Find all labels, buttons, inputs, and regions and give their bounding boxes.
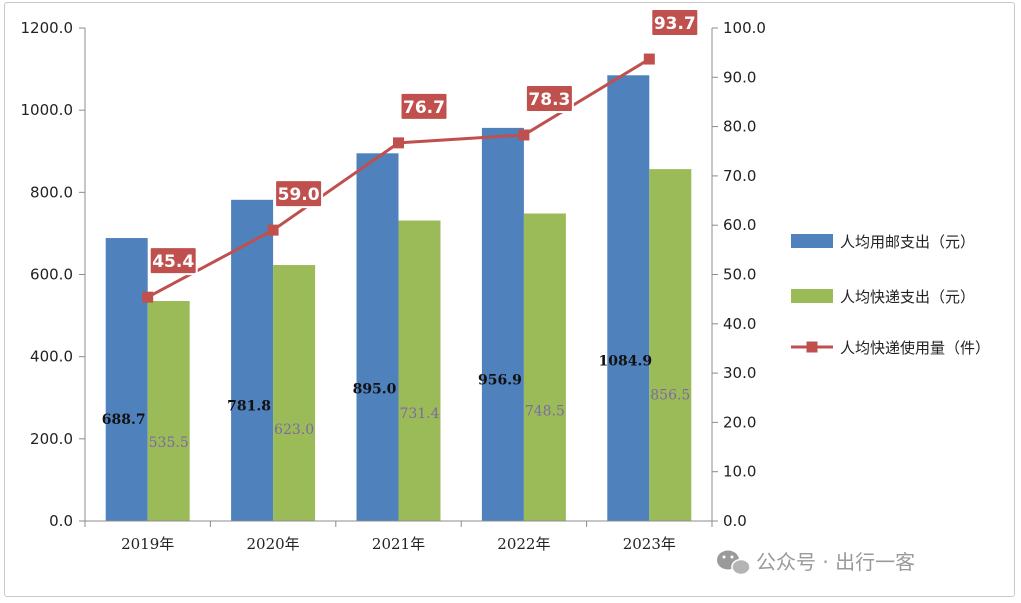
- y-left-tick-label: 200.0: [30, 430, 73, 448]
- y-right-tick-label: 60.0: [723, 216, 756, 234]
- x-tick-label: 2020年: [247, 535, 300, 553]
- bar-value-label: 1084.9: [599, 354, 653, 370]
- y-left-tick-label: 0.0: [49, 512, 73, 530]
- x-tick-label: 2019年: [121, 535, 174, 553]
- line-value-label: 45.4: [152, 252, 194, 272]
- x-tick-label: 2023年: [623, 535, 676, 553]
- wechat-icon: [717, 550, 751, 576]
- y-right-tick-label: 80.0: [723, 118, 756, 136]
- legend-label: 人均用邮支出（元）: [840, 233, 975, 251]
- bar-value-label: 856.5: [650, 387, 690, 403]
- line-value-callout: [524, 83, 574, 113]
- line-value-callout: [399, 91, 449, 121]
- bars-layer: [105, 75, 692, 522]
- legend-swatch: [791, 234, 833, 248]
- legend-swatch: [791, 289, 833, 303]
- y-left-tick-label: 1200.0: [21, 19, 74, 37]
- line-value-callout: [274, 179, 324, 209]
- y-right-tick-label: 0.0: [723, 512, 747, 530]
- watermark: 公众号 · 出行一客: [717, 550, 915, 576]
- y-left-tick-label: 1000.0: [21, 101, 74, 119]
- line-point: [142, 291, 154, 303]
- bar: [607, 75, 650, 521]
- y-right-tick-label: 50.0: [723, 266, 756, 284]
- y-right-tick-label: 90.0: [723, 68, 756, 86]
- line-value-callout: [650, 8, 700, 38]
- y-left-tick-label: 600.0: [30, 266, 73, 284]
- axes-layer: 0.0 200.0 400.0 600.0 800.0 1000.0 1200.0 0.0 10…: [21, 19, 766, 553]
- x-tick-label: 2022年: [497, 535, 550, 553]
- bar-value-label: 623.0: [274, 422, 314, 438]
- legend: 人均用邮支出（元） 人均快递支出（元） 人均快递使用量（件）: [791, 233, 990, 357]
- bar: [231, 199, 274, 522]
- y-right-tick-label: 10.0: [723, 463, 756, 481]
- watermark-text: 公众号 · 出行一客: [756, 550, 915, 574]
- line-value-label: 59.0: [278, 185, 320, 205]
- y-right-tick-label: 100.0: [723, 19, 766, 37]
- bar-value-label: 731.4: [399, 406, 439, 422]
- bar-value-label: 535.5: [149, 435, 189, 451]
- bar: [523, 213, 566, 521]
- bar: [105, 238, 148, 521]
- line-point: [393, 137, 404, 149]
- y-right-tick-label: 40.0: [723, 315, 756, 333]
- line-value-label: 93.7: [654, 14, 696, 34]
- bar: [356, 153, 399, 521]
- line-value-label: 78.3: [528, 90, 570, 110]
- x-tick-label: 2021年: [372, 535, 425, 553]
- bar-value-label: 956.9: [478, 372, 522, 388]
- bar-value-label: 895.0: [353, 382, 397, 398]
- bar-value-label: 688.7: [102, 412, 146, 428]
- bar: [273, 265, 316, 521]
- chart-frame: [4, 2, 1015, 597]
- line-value-callout: [148, 246, 198, 276]
- bar: [649, 169, 692, 521]
- line-point: [518, 129, 530, 141]
- labels-layer: 688.7 781.8 895.0 956.9 1084.9 535.5 623.0 731.…: [102, 8, 700, 451]
- bar: [147, 300, 190, 521]
- line-point: [267, 224, 279, 236]
- legend-marker: [806, 341, 818, 353]
- line-point: [643, 53, 655, 65]
- y-right-tick-label: 20.0: [723, 413, 756, 431]
- legend-label: 人均快递支出（元）: [840, 288, 975, 306]
- bar: [398, 220, 441, 522]
- y-left-tick-label: 800.0: [30, 183, 73, 201]
- y-right-tick-label: 70.0: [723, 167, 756, 185]
- line-value-label: 76.7: [403, 98, 445, 118]
- legend-label: 人均快递使用量（件）: [840, 339, 990, 357]
- bar-value-label: 748.5: [525, 403, 565, 419]
- y-right-tick-label: 30.0: [723, 364, 756, 382]
- y-left-tick-label: 400.0: [30, 348, 73, 366]
- bar: [481, 127, 524, 521]
- bar-value-label: 781.8: [227, 398, 271, 414]
